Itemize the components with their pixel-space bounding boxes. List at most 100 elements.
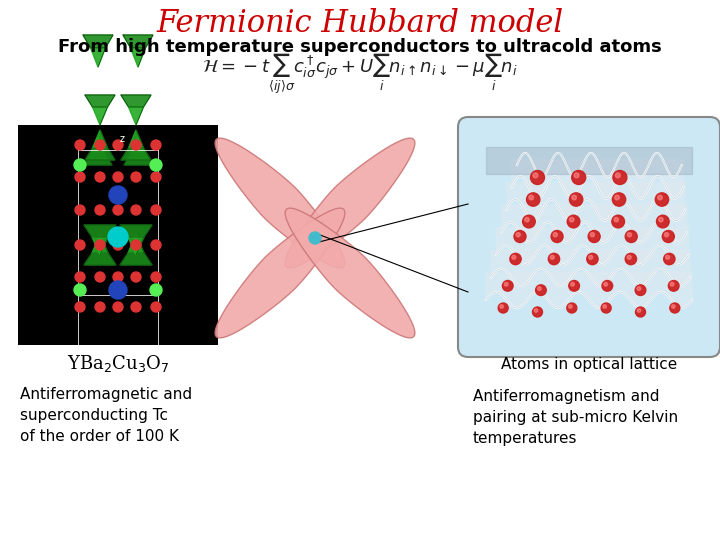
Circle shape: [151, 240, 161, 250]
Circle shape: [151, 205, 161, 215]
Polygon shape: [491, 250, 690, 286]
Circle shape: [614, 218, 618, 222]
Circle shape: [503, 280, 513, 291]
Circle shape: [75, 205, 85, 215]
Circle shape: [657, 215, 669, 228]
Polygon shape: [131, 137, 145, 154]
Circle shape: [151, 140, 161, 150]
Circle shape: [655, 193, 669, 206]
Circle shape: [625, 231, 637, 242]
Circle shape: [150, 159, 162, 171]
Circle shape: [131, 302, 141, 312]
Circle shape: [514, 231, 526, 242]
Polygon shape: [512, 160, 683, 199]
Circle shape: [536, 285, 546, 295]
Circle shape: [572, 171, 585, 185]
Circle shape: [662, 231, 675, 242]
Text: Antiferromagnetism and
pairing at sub-micro Kelvin
temperatures: Antiferromagnetism and pairing at sub-mi…: [473, 389, 678, 446]
Circle shape: [587, 253, 598, 265]
Circle shape: [665, 233, 669, 237]
Circle shape: [615, 195, 619, 200]
Polygon shape: [215, 138, 345, 268]
Circle shape: [529, 195, 534, 200]
Polygon shape: [121, 95, 151, 107]
Polygon shape: [83, 35, 113, 48]
Circle shape: [150, 284, 162, 296]
Circle shape: [637, 287, 641, 291]
Circle shape: [666, 255, 670, 259]
Circle shape: [95, 172, 105, 182]
Circle shape: [569, 305, 572, 308]
Polygon shape: [91, 137, 105, 154]
Circle shape: [664, 253, 675, 265]
Circle shape: [113, 302, 123, 312]
Polygon shape: [85, 95, 115, 107]
Circle shape: [109, 186, 127, 204]
Circle shape: [672, 305, 675, 308]
Text: Atoms in optical lattice: Atoms in optical lattice: [501, 357, 677, 373]
Circle shape: [588, 231, 600, 242]
Circle shape: [670, 303, 680, 313]
Circle shape: [95, 272, 105, 282]
Polygon shape: [128, 237, 144, 255]
Circle shape: [636, 307, 646, 317]
Circle shape: [309, 232, 321, 244]
Circle shape: [553, 233, 557, 237]
Circle shape: [567, 303, 577, 313]
Circle shape: [504, 282, 508, 286]
Circle shape: [670, 282, 674, 286]
Polygon shape: [128, 235, 144, 253]
Circle shape: [613, 193, 626, 206]
Circle shape: [74, 159, 86, 171]
Polygon shape: [84, 154, 112, 165]
Circle shape: [551, 231, 563, 242]
Circle shape: [75, 302, 85, 312]
Circle shape: [533, 173, 538, 178]
Circle shape: [574, 173, 579, 178]
Circle shape: [570, 218, 574, 222]
Polygon shape: [91, 48, 106, 67]
Polygon shape: [285, 138, 415, 268]
Text: Fermionic Hubbard model: Fermionic Hubbard model: [156, 9, 564, 39]
Polygon shape: [130, 48, 145, 67]
FancyBboxPatch shape: [458, 117, 720, 357]
Circle shape: [109, 281, 127, 299]
Circle shape: [549, 253, 559, 265]
Polygon shape: [85, 148, 115, 160]
Circle shape: [75, 140, 85, 150]
Polygon shape: [285, 208, 415, 338]
Circle shape: [75, 272, 85, 282]
Circle shape: [75, 172, 85, 182]
Circle shape: [151, 172, 161, 182]
Bar: [18, 125, 218, 345]
Circle shape: [613, 171, 627, 185]
Polygon shape: [120, 225, 152, 237]
Text: z: z: [120, 134, 125, 144]
Circle shape: [131, 205, 141, 215]
Circle shape: [589, 255, 593, 259]
Circle shape: [151, 272, 161, 282]
Circle shape: [616, 173, 620, 178]
Circle shape: [500, 305, 503, 308]
Circle shape: [533, 307, 542, 317]
Polygon shape: [128, 107, 143, 125]
Polygon shape: [486, 147, 692, 174]
Circle shape: [498, 303, 508, 313]
Circle shape: [602, 280, 613, 291]
Circle shape: [516, 233, 521, 237]
Circle shape: [612, 215, 624, 228]
Circle shape: [550, 255, 554, 259]
Circle shape: [604, 282, 608, 286]
Circle shape: [523, 215, 535, 228]
Polygon shape: [84, 253, 116, 265]
Circle shape: [95, 302, 105, 312]
Circle shape: [95, 140, 105, 150]
Circle shape: [113, 205, 123, 215]
Circle shape: [537, 287, 541, 291]
Polygon shape: [128, 130, 143, 148]
Circle shape: [95, 240, 105, 250]
Circle shape: [113, 240, 123, 250]
Circle shape: [627, 233, 631, 237]
Circle shape: [569, 280, 580, 291]
Polygon shape: [92, 130, 107, 148]
